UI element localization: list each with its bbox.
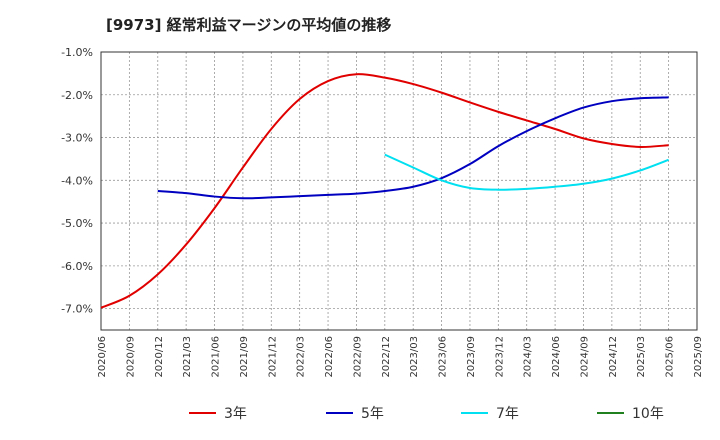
axis-layer: -1.0% -2.0% -3.0% -4.0% -5.0% -6.0% -7.0% 2020/… (61, 46, 704, 378)
legend-label-1: 3年 (224, 406, 247, 422)
x-tick-label: 2021/06 (211, 336, 222, 378)
grid-layer (100, 51, 698, 330)
x-tick-label: 2021/12 (267, 336, 278, 378)
series-line-1 (100, 73, 669, 309)
x-tick-label: 2020/09 (125, 336, 136, 378)
x-tick-label: 2023/03 (409, 336, 420, 378)
x-tick-label: 2024/03 (523, 336, 534, 378)
y-tick-label: -3.0% (61, 132, 93, 145)
x-tick-label: 2021/09 (239, 336, 250, 378)
x-tick-label: 2024/09 (579, 336, 590, 378)
plot-frame (100, 51, 698, 331)
x-tick-label: 2022/12 (381, 336, 392, 378)
chart-title: [9973] 経常利益マージンの平均値の推移 (106, 16, 392, 34)
x-tick-label: 2024/12 (608, 336, 619, 378)
x-tick-label: 2025/06 (665, 336, 676, 378)
series-line-2 (157, 96, 669, 200)
x-tick-label: 2023/09 (466, 336, 477, 378)
series-layer (100, 73, 669, 309)
x-tick-label: 2022/03 (296, 336, 307, 378)
x-tick-label: 2021/03 (182, 336, 193, 378)
y-tick-label: -1.0% (61, 46, 93, 59)
x-tick-label: 2020/12 (154, 336, 165, 378)
x-tick-label: 2020/06 (97, 336, 108, 378)
y-tick-label: -6.0% (61, 260, 93, 273)
legend-label-4: 10年 (632, 406, 664, 422)
legend-label-2: 5年 (361, 406, 384, 422)
legend-label-3: 7年 (496, 406, 519, 422)
y-tick-label: -5.0% (61, 217, 93, 230)
x-tick-label: 2025/03 (636, 336, 647, 378)
x-tick-label: 2025/09 (693, 336, 704, 378)
series-line-3 (384, 153, 669, 191)
legend: 3年 5年 7年 10年 (189, 406, 664, 422)
y-tick-label: -4.0% (61, 174, 93, 187)
x-tick-label: 2023/12 (494, 336, 505, 378)
x-tick-label: 2023/06 (438, 336, 449, 378)
y-tick-label: -7.0% (61, 303, 93, 316)
x-tick-label: 2022/09 (352, 336, 363, 378)
y-tick-label: -2.0% (61, 89, 93, 102)
x-tick-label: 2022/06 (324, 336, 335, 378)
x-tick-label: 2024/06 (551, 336, 562, 378)
